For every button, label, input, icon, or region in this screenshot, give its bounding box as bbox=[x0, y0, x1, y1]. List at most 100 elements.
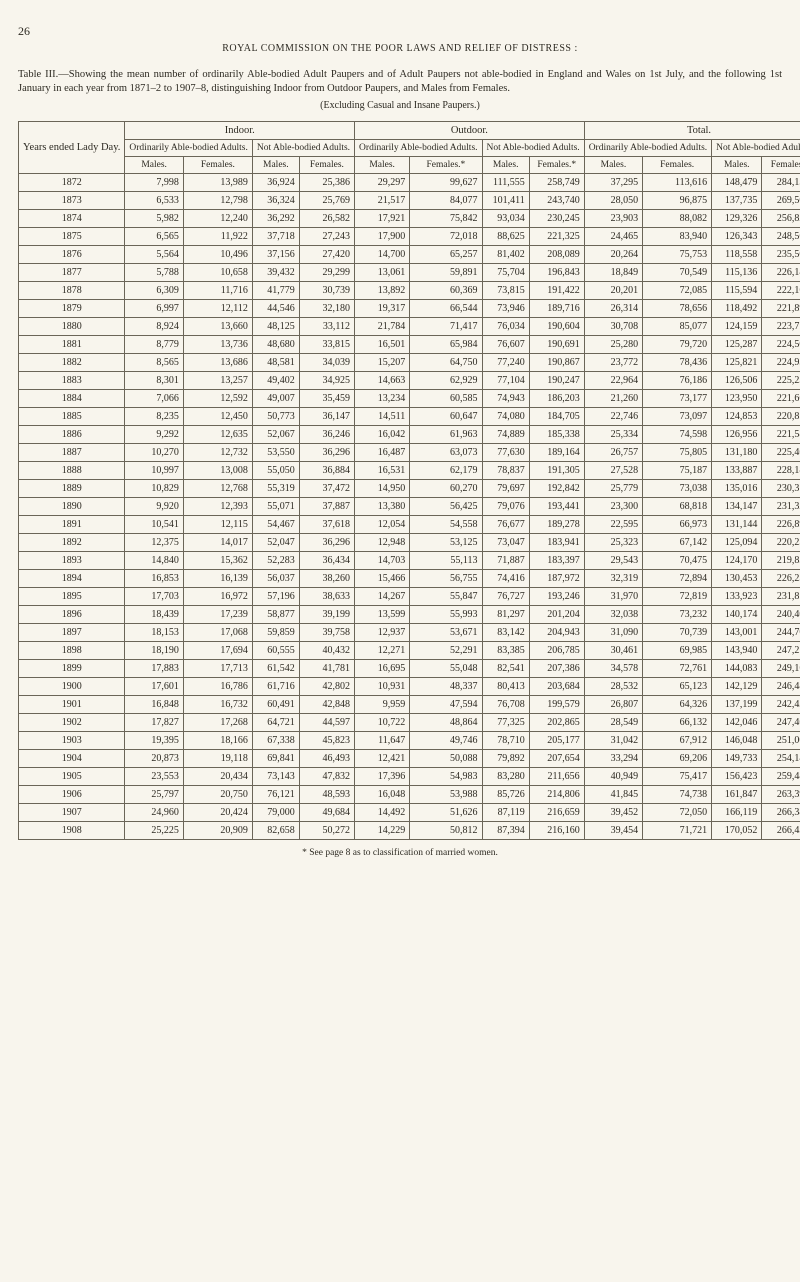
value-cell: 78,656 bbox=[643, 300, 712, 318]
value-cell: 207,654 bbox=[529, 750, 584, 768]
value-cell: 266,432 bbox=[762, 822, 800, 840]
table-body: 18727,99813,98936,92425,38629,29799,6271… bbox=[19, 174, 800, 840]
value-cell: 22,595 bbox=[584, 516, 642, 534]
group-outdoor: Outdoor. bbox=[355, 122, 585, 140]
year-cell: 1874 bbox=[19, 210, 125, 228]
value-cell: 14,703 bbox=[355, 552, 410, 570]
table-row: 190217,82717,26864,72144,59710,72248,864… bbox=[19, 714, 800, 732]
year-cell: 1890 bbox=[19, 498, 125, 516]
value-cell: 37,472 bbox=[299, 480, 354, 498]
value-cell: 25,334 bbox=[584, 426, 642, 444]
value-cell: 135,016 bbox=[712, 480, 762, 498]
value-cell: 193,246 bbox=[529, 588, 584, 606]
value-cell: 53,550 bbox=[252, 444, 299, 462]
value-cell: 231,328 bbox=[762, 498, 800, 516]
value-cell: 7,998 bbox=[125, 174, 183, 192]
value-cell: 12,798 bbox=[183, 192, 252, 210]
value-cell: 60,491 bbox=[252, 696, 299, 714]
value-cell: 9,959 bbox=[355, 696, 410, 714]
value-cell: 81,402 bbox=[482, 246, 529, 264]
year-cell: 1902 bbox=[19, 714, 125, 732]
value-cell: 74,738 bbox=[643, 786, 712, 804]
value-cell: 32,038 bbox=[584, 606, 642, 624]
table-row: 18909,92012,39355,07137,88713,38056,4257… bbox=[19, 498, 800, 516]
value-cell: 170,052 bbox=[712, 822, 762, 840]
value-cell: 60,369 bbox=[410, 282, 482, 300]
year-cell: 1898 bbox=[19, 642, 125, 660]
value-cell: 51,626 bbox=[410, 804, 482, 822]
value-cell: 60,270 bbox=[410, 480, 482, 498]
mf-header: Females. bbox=[643, 157, 712, 174]
value-cell: 65,257 bbox=[410, 246, 482, 264]
value-cell: 72,761 bbox=[643, 660, 712, 678]
value-cell: 73,097 bbox=[643, 408, 712, 426]
value-cell: 31,090 bbox=[584, 624, 642, 642]
value-cell: 25,225 bbox=[125, 822, 183, 840]
year-cell: 1894 bbox=[19, 570, 125, 588]
value-cell: 18,190 bbox=[125, 642, 183, 660]
value-cell: 48,593 bbox=[299, 786, 354, 804]
value-cell: 259,488 bbox=[762, 768, 800, 786]
value-cell: 17,068 bbox=[183, 624, 252, 642]
value-cell: 63,073 bbox=[410, 444, 482, 462]
value-cell: 125,287 bbox=[712, 336, 762, 354]
value-cell: 189,164 bbox=[529, 444, 584, 462]
table-row: 190523,55320,43473,14347,83217,39654,983… bbox=[19, 768, 800, 786]
value-cell: 221,584 bbox=[762, 426, 800, 444]
value-cell: 16,139 bbox=[183, 570, 252, 588]
value-cell: 33,294 bbox=[584, 750, 642, 768]
value-cell: 36,292 bbox=[252, 210, 299, 228]
value-cell: 16,487 bbox=[355, 444, 410, 462]
value-cell: 149,733 bbox=[712, 750, 762, 768]
table-row: 190825,22520,90982,65850,27214,22950,812… bbox=[19, 822, 800, 840]
value-cell: 54,467 bbox=[252, 516, 299, 534]
value-cell: 190,691 bbox=[529, 336, 584, 354]
year-cell: 1904 bbox=[19, 750, 125, 768]
value-cell: 124,159 bbox=[712, 318, 762, 336]
value-cell: 45,823 bbox=[299, 732, 354, 750]
value-cell: 140,174 bbox=[712, 606, 762, 624]
value-cell: 73,946 bbox=[482, 300, 529, 318]
mf-header: Males. bbox=[482, 157, 529, 174]
value-cell: 48,680 bbox=[252, 336, 299, 354]
value-cell: 199,579 bbox=[529, 696, 584, 714]
mf-header: Males. bbox=[252, 157, 299, 174]
value-cell: 221,896 bbox=[762, 300, 800, 318]
value-cell: 34,925 bbox=[299, 372, 354, 390]
value-cell: 27,243 bbox=[299, 228, 354, 246]
value-cell: 225,232 bbox=[762, 372, 800, 390]
value-cell: 256,827 bbox=[762, 210, 800, 228]
table-row: 190116,84816,73260,49142,8489,95947,5947… bbox=[19, 696, 800, 714]
value-cell: 74,416 bbox=[482, 570, 529, 588]
value-cell: 73,815 bbox=[482, 282, 529, 300]
year-cell: 1908 bbox=[19, 822, 125, 840]
value-cell: 13,892 bbox=[355, 282, 410, 300]
value-cell: 14,663 bbox=[355, 372, 410, 390]
value-cell: 14,700 bbox=[355, 246, 410, 264]
mf-header: Females. bbox=[762, 157, 800, 174]
year-cell: 1886 bbox=[19, 426, 125, 444]
value-cell: 13,686 bbox=[183, 354, 252, 372]
value-cell: 73,232 bbox=[643, 606, 712, 624]
value-cell: 76,034 bbox=[482, 318, 529, 336]
value-cell: 54,983 bbox=[410, 768, 482, 786]
value-cell: 60,647 bbox=[410, 408, 482, 426]
value-cell: 17,268 bbox=[183, 714, 252, 732]
value-cell: 78,436 bbox=[643, 354, 712, 372]
value-cell: 24,960 bbox=[125, 804, 183, 822]
value-cell: 18,153 bbox=[125, 624, 183, 642]
value-cell: 243,740 bbox=[529, 192, 584, 210]
value-cell: 20,750 bbox=[183, 786, 252, 804]
value-cell: 148,479 bbox=[712, 174, 762, 192]
value-cell: 125,821 bbox=[712, 354, 762, 372]
value-cell: 31,970 bbox=[584, 588, 642, 606]
value-cell: 29,299 bbox=[299, 264, 354, 282]
value-cell: 184,705 bbox=[529, 408, 584, 426]
value-cell: 143,001 bbox=[712, 624, 762, 642]
value-cell: 71,417 bbox=[410, 318, 482, 336]
year-cell: 1880 bbox=[19, 318, 125, 336]
value-cell: 39,454 bbox=[584, 822, 642, 840]
value-cell: 74,943 bbox=[482, 390, 529, 408]
value-cell: 69,985 bbox=[643, 642, 712, 660]
value-cell: 124,170 bbox=[712, 552, 762, 570]
